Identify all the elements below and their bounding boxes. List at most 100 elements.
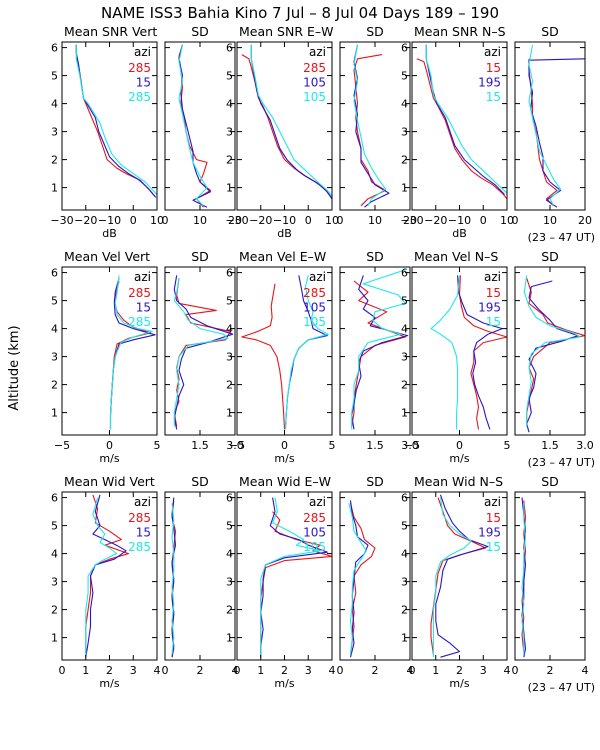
panel-vel_ew_sd: 1.5 3.0 SD xyxy=(339,249,419,452)
series-line-red xyxy=(85,494,130,658)
legend-entry-cyan: 285 xyxy=(128,90,151,104)
series-line-cyan xyxy=(521,503,527,655)
series-line-blue xyxy=(526,280,579,433)
y-tick-label: 6 xyxy=(51,492,58,505)
x-axis-label: dB xyxy=(277,227,292,240)
x-tick-label: 3 xyxy=(305,664,312,677)
y-tick-label: 5 xyxy=(51,520,58,533)
y-axis-label: Altitude (km) xyxy=(7,325,22,410)
legend-entry-blue: 105 xyxy=(303,526,326,540)
legend-entry-cyan: 15 xyxy=(486,540,501,554)
panel-title: SD xyxy=(541,249,559,264)
panel-title: Mean Vel N–S xyxy=(414,249,498,264)
x-axis-label: dB xyxy=(102,227,117,240)
y-tick-label: 1 xyxy=(401,182,408,195)
x-tick-label: 10 xyxy=(543,214,557,227)
y-tick-label: 2 xyxy=(401,154,408,167)
series-line-cyan xyxy=(178,44,208,207)
legend-header: azi xyxy=(484,495,501,509)
y-tick-label: 5 xyxy=(401,70,408,83)
x-tick-label: 4 xyxy=(154,664,161,677)
legend-entry-red: 285 xyxy=(303,61,326,75)
panel-title: SD xyxy=(366,474,384,489)
series-line-red xyxy=(349,503,376,655)
time-note: (23 – 47 UT) xyxy=(528,456,595,469)
x-axis-label: m/s xyxy=(274,452,294,465)
x-tick-label: 5 xyxy=(154,439,161,452)
x-tick-label: 3 xyxy=(480,664,487,677)
legend-header: azi xyxy=(484,270,501,284)
x-tick-label: 1 xyxy=(257,664,264,677)
x-tick-label: 4 xyxy=(582,664,589,677)
legend-entry-red: 15 xyxy=(486,61,501,75)
legend-entry-cyan: 105 xyxy=(303,540,326,554)
legend-entry-red: 15 xyxy=(486,511,501,525)
legend-entry-red: 285 xyxy=(128,286,151,300)
legend-entry-blue: 105 xyxy=(303,301,326,315)
x-tick-label: 0 xyxy=(337,214,344,227)
panel-snr_vert: 1 2 3 4 5 6 −30 −20 −10 0 10 Mean SNR Vert dB azi 2851… xyxy=(50,24,164,240)
x-tick-label: 10 xyxy=(325,214,339,227)
legend-entry-red: 285 xyxy=(303,286,326,300)
panel-title: SD xyxy=(366,249,384,264)
y-tick-label: 3 xyxy=(51,126,58,139)
x-tick-label: 10 xyxy=(500,214,514,227)
x-tick-label: 10 xyxy=(193,214,207,227)
x-tick-label: 20 xyxy=(228,214,242,227)
series-line-cyan xyxy=(353,44,387,207)
y-tick-label: 5 xyxy=(401,520,408,533)
panel-title: SD xyxy=(541,24,559,39)
legend-entry-cyan: 15 xyxy=(486,315,501,329)
y-tick-label: 6 xyxy=(51,42,58,55)
series-line-blue xyxy=(351,275,409,430)
y-tick-label: 2 xyxy=(226,379,233,392)
series-line-blue xyxy=(85,494,127,658)
legend-header: azi xyxy=(484,45,501,59)
y-tick-label: 1 xyxy=(226,632,233,645)
panel-wid_vert_sd: 0 2 4 SD xyxy=(162,474,239,677)
legend-entry-blue: 195 xyxy=(478,76,501,90)
x-tick-label: 10 xyxy=(150,214,164,227)
y-tick-label: 4 xyxy=(51,548,58,561)
x-tick-label: 0 xyxy=(106,439,113,452)
panel-title: SD xyxy=(541,474,559,489)
y-tick-label: 2 xyxy=(51,154,58,167)
x-tick-label: 3.0 xyxy=(226,439,244,452)
x-tick-label: 2 xyxy=(197,664,204,677)
panel-snr_ns_sd: 0 10 20 SD (23 – 47 UT) xyxy=(512,24,596,244)
x-axis-label: m/s xyxy=(99,452,119,465)
series-line-cyan xyxy=(85,497,118,658)
x-tick-label: 0 xyxy=(162,664,169,677)
legend-header: azi xyxy=(134,495,151,509)
y-tick-label: 1 xyxy=(401,407,408,420)
y-tick-label: 3 xyxy=(401,351,408,364)
y-tick-label: 3 xyxy=(51,576,58,589)
y-tick-label: 5 xyxy=(226,295,233,308)
x-tick-label: 2 xyxy=(456,664,463,677)
series-line-blue xyxy=(173,275,234,430)
y-tick-label: 3 xyxy=(226,576,233,589)
y-tick-label: 2 xyxy=(51,604,58,617)
panel-snr_ns: 1 2 3 4 5 6 −30 −20 −10 0 10 Mean SNR N–S dB azi 15195… xyxy=(400,24,514,240)
x-tick-label: 20 xyxy=(578,214,592,227)
x-axis-label: m/s xyxy=(99,677,119,690)
y-tick-label: 1 xyxy=(51,407,58,420)
legend-entry-blue: 15 xyxy=(136,526,151,540)
plot-frame xyxy=(164,41,236,211)
panel-title: Mean SNR Vert xyxy=(64,24,157,39)
panel-vel_vert_sd: 1.5 3.0 SD xyxy=(164,249,244,452)
y-tick-label: 6 xyxy=(226,267,233,280)
x-tick-label: −5 xyxy=(229,439,245,452)
x-tick-label: 5 xyxy=(329,439,336,452)
x-tick-label: −30 xyxy=(400,214,423,227)
series-line-red xyxy=(241,283,286,430)
x-tick-label: −20 xyxy=(74,214,97,227)
series-line-blue xyxy=(260,497,328,658)
series-line-cyan xyxy=(432,497,472,658)
series-line-red xyxy=(178,44,212,208)
series-line-blue xyxy=(349,500,369,658)
x-tick-label: 3 xyxy=(130,664,137,677)
